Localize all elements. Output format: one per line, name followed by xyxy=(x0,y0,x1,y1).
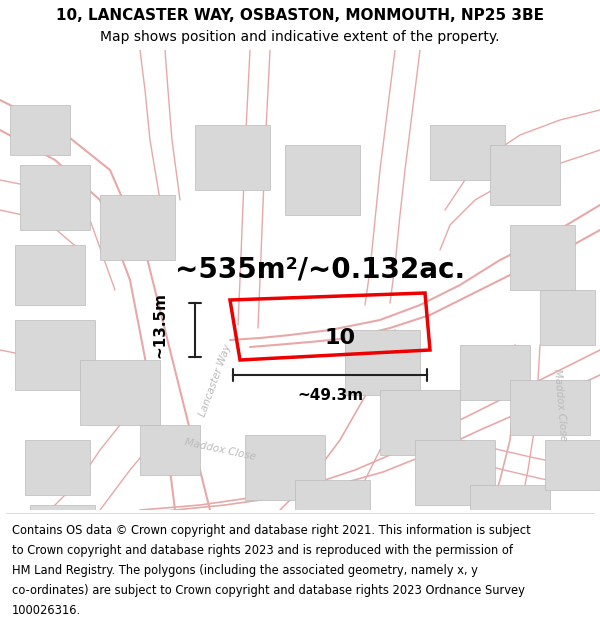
Bar xyxy=(30,505,95,555)
Text: Maddox Close: Maddox Close xyxy=(552,368,568,442)
Bar xyxy=(545,440,600,490)
Bar xyxy=(25,440,90,495)
Text: 10, LANCASTER WAY, OSBASTON, MONMOUTH, NP25 3BE: 10, LANCASTER WAY, OSBASTON, MONMOUTH, N… xyxy=(56,8,544,22)
Text: co-ordinates) are subject to Crown copyright and database rights 2023 Ordnance S: co-ordinates) are subject to Crown copyr… xyxy=(12,584,525,597)
Bar xyxy=(510,225,575,290)
Bar xyxy=(245,435,325,500)
Text: ~535m²/~0.132ac.: ~535m²/~0.132ac. xyxy=(175,256,465,284)
Text: HM Land Registry. The polygons (including the associated geometry, namely x, y: HM Land Registry. The polygons (includin… xyxy=(12,564,478,577)
Text: ~13.5m: ~13.5m xyxy=(152,292,167,358)
Bar xyxy=(15,245,85,305)
Bar xyxy=(470,485,550,540)
Bar xyxy=(295,480,370,540)
Text: Map shows position and indicative extent of the property.: Map shows position and indicative extent… xyxy=(100,31,500,44)
Text: Contains OS data © Crown copyright and database right 2021. This information is : Contains OS data © Crown copyright and d… xyxy=(12,524,531,537)
Bar xyxy=(415,440,495,505)
Bar xyxy=(140,425,200,475)
Bar xyxy=(285,145,360,215)
Bar xyxy=(540,290,595,345)
Bar xyxy=(380,390,460,455)
Bar xyxy=(460,345,530,400)
Bar xyxy=(20,165,90,230)
Text: 100026316.: 100026316. xyxy=(12,604,81,618)
Bar xyxy=(10,105,70,155)
Bar xyxy=(195,125,270,190)
Text: 10: 10 xyxy=(325,328,356,348)
Bar xyxy=(80,360,160,425)
Bar xyxy=(15,320,95,390)
Text: Lancaster Way: Lancaster Way xyxy=(197,342,233,418)
Text: Maddox Close: Maddox Close xyxy=(184,438,257,462)
Bar xyxy=(510,380,590,435)
Bar xyxy=(345,330,420,395)
Bar xyxy=(430,125,505,180)
Bar xyxy=(490,145,560,205)
Bar xyxy=(100,195,175,260)
Text: ~49.3m: ~49.3m xyxy=(297,388,363,402)
Text: to Crown copyright and database rights 2023 and is reproduced with the permissio: to Crown copyright and database rights 2… xyxy=(12,544,513,557)
